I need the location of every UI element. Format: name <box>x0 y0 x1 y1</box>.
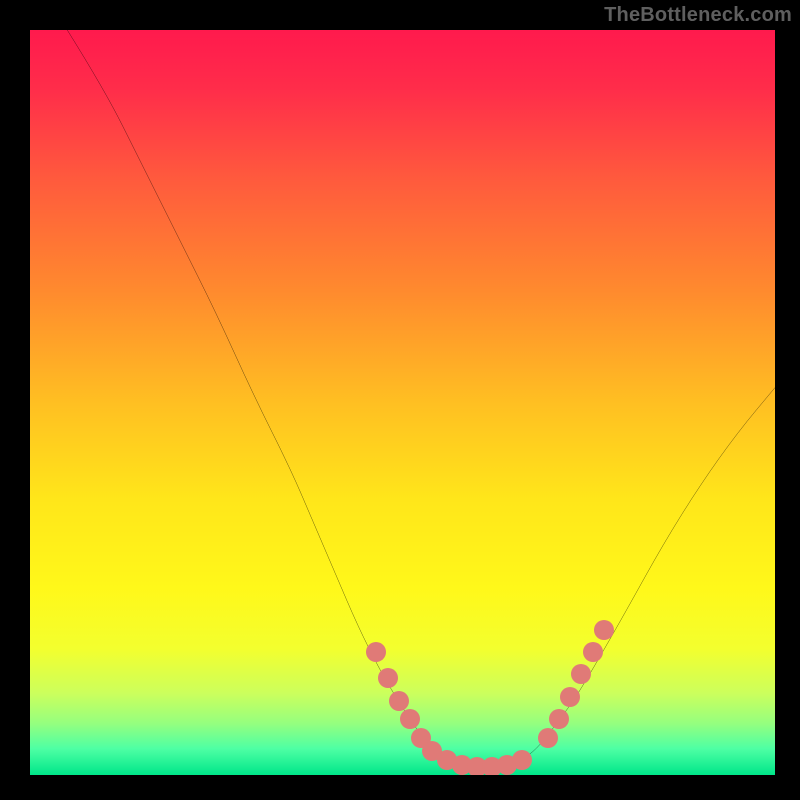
data-dot <box>560 687 580 707</box>
data-dot <box>512 750 532 770</box>
data-dot <box>378 668 398 688</box>
data-dot <box>583 642 603 662</box>
watermark-label: TheBottleneck.com <box>604 4 792 27</box>
data-dot <box>571 664 591 684</box>
plot-area <box>30 30 775 775</box>
data-dot <box>538 728 558 748</box>
data-dot <box>549 709 569 729</box>
data-dot <box>594 620 614 640</box>
gradient-background <box>30 30 775 775</box>
chart-container: TheBottleneck.com <box>0 0 800 800</box>
data-dot <box>366 642 386 662</box>
data-dot <box>400 709 420 729</box>
data-dot <box>389 691 409 711</box>
